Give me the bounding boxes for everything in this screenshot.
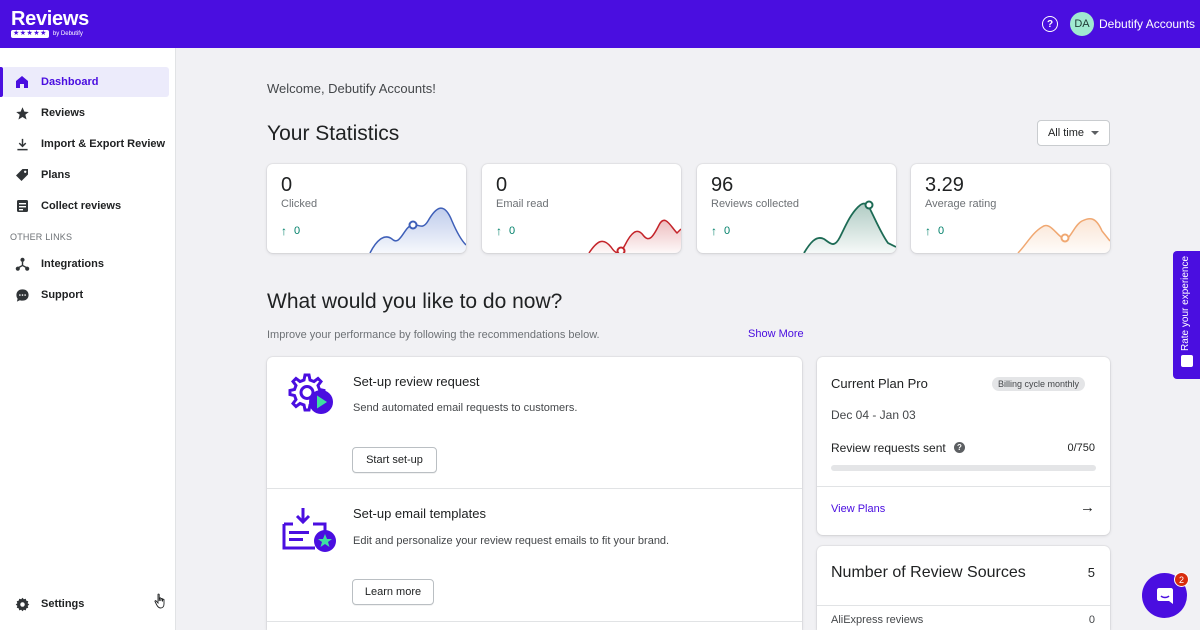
stat-value: 3.29 xyxy=(925,174,964,196)
stat-delta: ↑ 0 xyxy=(711,224,731,238)
stat-card-clicked: 0 Clicked ↑ 0 xyxy=(267,164,466,253)
avatar[interactable]: DA xyxy=(1070,12,1094,36)
show-more-link[interactable]: Show More xyxy=(748,328,804,340)
home-icon xyxy=(14,74,30,90)
notification-badge: 2 xyxy=(1174,572,1189,587)
logo-stars-icon: ★★★★★ xyxy=(11,30,49,38)
gear-icon xyxy=(14,596,30,612)
stat-label: Average rating xyxy=(925,198,997,210)
divider xyxy=(267,488,802,489)
arrow-up-icon: ↑ xyxy=(711,224,717,238)
billing-badge: Billing cycle monthly xyxy=(992,377,1086,391)
chat-bubble-icon xyxy=(14,287,30,303)
source-count: 0 xyxy=(1088,614,1095,626)
tag-icon xyxy=(14,167,30,183)
review-requests-progress xyxy=(831,465,1096,471)
sparkline xyxy=(803,200,896,253)
arrow-up-icon: ↑ xyxy=(925,224,931,238)
hand-cursor-icon xyxy=(154,593,165,609)
sidebar-item-label: Reviews xyxy=(41,107,86,119)
sparkline xyxy=(1017,217,1110,253)
logo-by-text: by Debutify xyxy=(52,31,83,37)
rec-title: Set-up review request xyxy=(353,374,480,389)
view-plans-link[interactable]: View Plans xyxy=(831,503,886,515)
section-subtitle: Improve your performance by following th… xyxy=(267,329,600,341)
sparkline xyxy=(369,207,466,253)
gear-play-icon xyxy=(288,373,333,414)
sidebar-item-collect-reviews[interactable]: Collect reviews xyxy=(2,191,169,221)
stat-card-reviews-collected: 96 Reviews collected ↑ 0 xyxy=(697,164,896,253)
info-icon[interactable]: ? xyxy=(954,442,965,453)
sources-count: 5 xyxy=(1087,565,1095,580)
source-name: AliExpress reviews xyxy=(831,614,924,626)
sidebar-item-reviews[interactable]: Reviews xyxy=(2,98,169,128)
caret-down-icon xyxy=(1091,131,1100,135)
learn-more-button[interactable]: Learn more xyxy=(352,579,434,605)
other-links-heading: OTHER LINKS xyxy=(10,232,73,242)
arrow-up-icon: ↑ xyxy=(496,224,502,238)
divider xyxy=(817,605,1110,606)
section-title: What would you like to do now? xyxy=(267,290,563,313)
review-sources-card: Number of Review Sources 5 AliExpress re… xyxy=(817,546,1110,630)
sidebar-item-dashboard[interactable]: Dashboard xyxy=(0,67,169,97)
integrations-icon xyxy=(14,256,30,272)
sidebar-item-support[interactable]: Support xyxy=(2,280,169,310)
top-bar: Reviews ★★★★★ by Debutify ? DA Debutify … xyxy=(0,0,1200,48)
stat-value: 0 xyxy=(496,174,508,196)
sidebar-item-import-export[interactable]: Import & Export Review xyxy=(2,129,169,159)
account-name[interactable]: Debutify Accounts xyxy=(1099,17,1196,31)
sidebar: Dashboard Reviews Import & Export Review… xyxy=(0,48,176,630)
sources-title: Number of Review Sources xyxy=(831,564,1026,581)
sidebar-item-label: Collect reviews xyxy=(41,200,122,212)
stat-delta: ↑ 0 xyxy=(281,224,301,238)
stat-label: Email read xyxy=(496,198,549,210)
stat-value: 96 xyxy=(711,174,734,196)
sidebar-item-integrations[interactable]: Integrations xyxy=(2,249,169,279)
divider xyxy=(267,621,802,622)
sidebar-item-label: Support xyxy=(41,289,84,301)
stat-card-average-rating: 3.29 Average rating ↑ 0 xyxy=(911,164,1110,253)
page-title: Your Statistics xyxy=(267,122,400,145)
stat-value: 0 xyxy=(281,174,293,196)
stat-delta: ↑ 0 xyxy=(925,224,945,238)
plan-dates: Dec 04 - Jan 03 xyxy=(831,408,916,422)
sidebar-item-label: Import & Export Review xyxy=(41,138,166,150)
sparkline xyxy=(588,219,681,253)
time-range-label: All time xyxy=(1047,127,1085,139)
stat-card-email-read: 0 Email read ↑ 0 xyxy=(482,164,681,253)
stat-label: Reviews collected xyxy=(711,198,800,210)
divider xyxy=(817,486,1110,487)
sidebar-item-plans[interactable]: Plans xyxy=(2,160,169,190)
review-requests-label: Review requests sent xyxy=(831,441,946,455)
stat-delta: ↑ 0 xyxy=(496,224,516,238)
recommendations-card: Set-up review request Send automated ema… xyxy=(267,357,802,630)
sidebar-item-settings[interactable]: Settings xyxy=(2,589,169,619)
rec-description: Edit and personalize your review request… xyxy=(353,535,670,547)
chat-icon xyxy=(1156,587,1173,604)
sidebar-item-label: Settings xyxy=(41,598,85,610)
sidebar-item-label: Plans xyxy=(41,169,71,181)
arrow-up-icon: ↑ xyxy=(281,224,287,238)
rec-title: Set-up email templates xyxy=(353,506,486,521)
plan-title: Current Plan Pro xyxy=(831,376,928,391)
rec-description: Send automated email requests to custome… xyxy=(353,402,578,414)
logo-text: Reviews xyxy=(11,8,89,30)
star-icon xyxy=(14,105,30,121)
clipboard-icon xyxy=(14,198,30,214)
current-plan-card: Current Plan Pro Billing cycle monthly D… xyxy=(817,357,1110,535)
welcome-message: Welcome, Debutify Accounts! xyxy=(267,81,436,96)
stat-label: Clicked xyxy=(281,198,318,210)
download-icon xyxy=(14,136,30,152)
review-requests-count: 0/750 xyxy=(1067,442,1095,454)
question-circle-icon[interactable]: ? xyxy=(1042,16,1058,32)
smile-icon xyxy=(1181,355,1193,367)
reviews-logo[interactable]: Reviews ★★★★★ by Debutify xyxy=(11,9,89,38)
email-template-icon xyxy=(282,508,336,552)
time-range-select[interactable]: All time xyxy=(1037,120,1110,146)
rate-experience-label: Rate your experience xyxy=(1180,255,1191,351)
arrow-right-icon[interactable]: → xyxy=(1080,499,1095,516)
sidebar-item-label: Integrations xyxy=(41,258,104,270)
start-setup-button[interactable]: Start set-up xyxy=(352,447,437,473)
sidebar-item-label: Dashboard xyxy=(41,76,99,88)
